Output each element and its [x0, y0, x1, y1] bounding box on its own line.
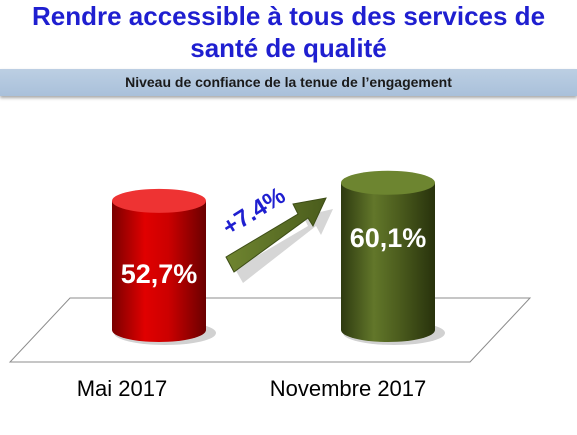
- bar-top: [341, 170, 435, 195]
- growth-arrow: [225, 197, 333, 283]
- chart-floor: [8, 297, 532, 363]
- bar-1: 52,7%: [112, 188, 216, 345]
- bars-group: 52,7% 60,1%: [112, 170, 445, 345]
- chart-title: Rendre accessible à tous des services de…: [0, 0, 577, 64]
- bar-value-label: 52,7%: [121, 259, 198, 289]
- title-line-1: Rendre accessible à tous des services de: [31, 1, 546, 31]
- bar-top: [112, 188, 206, 213]
- bar-body: [341, 182, 435, 342]
- bar-2: 60,1%: [341, 170, 445, 345]
- bar-body: [112, 200, 206, 342]
- arrow-shape: [225, 197, 327, 273]
- title-line-2: santé de qualité: [190, 33, 387, 63]
- arrow-shadow: [235, 209, 333, 283]
- x-tick-label-2: Novembre 2017: [269, 376, 427, 401]
- x-tick-label-1: Mai 2017: [76, 376, 168, 401]
- bar-value-label: 60,1%: [350, 223, 427, 253]
- chart-subtitle: Niveau de confiance de la tenue de l’eng…: [0, 69, 577, 96]
